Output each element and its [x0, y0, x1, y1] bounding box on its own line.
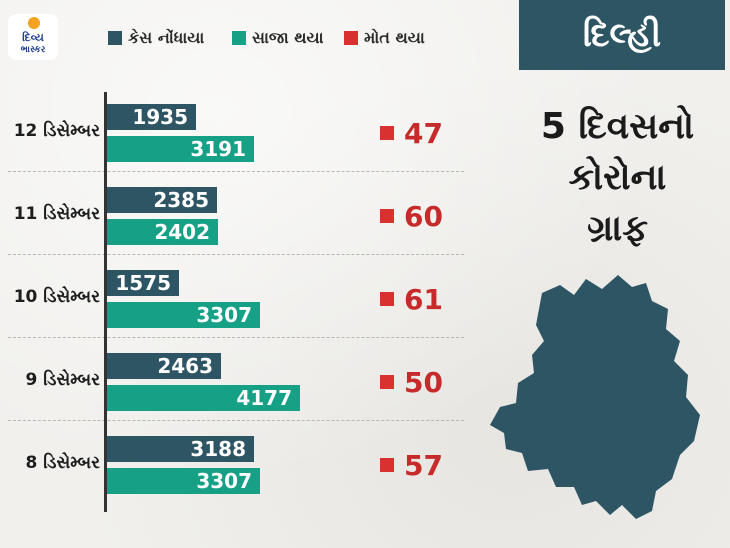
bar-value-label: 2463	[157, 354, 213, 378]
title-line-1: 5 દિવસનો	[540, 106, 695, 147]
y-axis-line	[104, 92, 107, 512]
cases-bar: 3188	[106, 436, 254, 462]
recovered-bar: 4177	[106, 385, 300, 411]
legend-item-recovered: સાજા થયા	[232, 28, 324, 48]
right-panel: દિલ્હી 5 દિવસનો કોરોના ગ્રાફ	[505, 0, 730, 548]
legend-swatch-deaths	[344, 31, 358, 45]
death-value-label: 57	[404, 448, 443, 482]
death-marker: 60	[380, 199, 443, 233]
recovered-bar: 2402	[106, 219, 218, 245]
death-marker: 57	[380, 448, 443, 482]
brand-logo: દિવ્ય ભાસ્કર	[8, 14, 58, 60]
bar-value-label: 1935	[132, 105, 188, 129]
cases-bar: 2463	[106, 353, 221, 379]
row-divider	[8, 420, 464, 421]
row-divider	[8, 337, 464, 338]
legend-swatch-cases	[108, 31, 122, 45]
death-value-label: 47	[404, 116, 443, 150]
row-divider	[8, 254, 464, 255]
death-square-icon	[380, 458, 394, 472]
legend-label-recovered: સાજા થયા	[252, 28, 324, 47]
row-divider	[8, 171, 464, 172]
bar-value-label: 3307	[196, 303, 252, 327]
logo-text-line1: દિવ્ય	[22, 31, 44, 44]
bar-value-label: 1575	[115, 271, 171, 295]
recovered-bar: 3191	[106, 136, 254, 162]
death-marker: 47	[380, 116, 443, 150]
recovered-bar: 3307	[106, 468, 260, 494]
death-square-icon	[380, 209, 394, 223]
delhi-map-icon	[490, 275, 700, 519]
death-square-icon	[380, 292, 394, 306]
death-value-label: 61	[404, 282, 443, 316]
bar-value-label: 3191	[190, 137, 246, 161]
bar-value-label: 3188	[190, 437, 246, 461]
date-label: 11 ડિસેમ્બર	[13, 204, 100, 224]
legend-label-deaths: મોત થયા	[364, 28, 425, 47]
legend-label-cases: કેસ નોંધાયા	[128, 28, 205, 47]
bar-value-label: 2385	[153, 188, 209, 212]
cases-bar: 2385	[106, 187, 217, 213]
date-label: 9 ડિસેમ્બર	[25, 370, 100, 390]
recovered-bar: 3307	[106, 302, 260, 328]
date-label: 8 ડિસેમ્બર	[25, 453, 100, 473]
death-marker: 50	[380, 365, 443, 399]
bar-value-label: 3307	[196, 469, 252, 493]
legend-swatch-recovered	[232, 31, 246, 45]
death-marker: 61	[380, 282, 443, 316]
legend-item-cases: કેસ નોંધાયા	[108, 28, 204, 48]
sun-icon	[28, 17, 40, 29]
death-square-icon	[380, 375, 394, 389]
legend-item-deaths: મોત થયા	[344, 28, 425, 48]
cases-bar: 1935	[106, 104, 196, 130]
death-value-label: 50	[404, 365, 443, 399]
city-name: દિલ્હી	[582, 15, 662, 55]
logo-text-line2: ભાસ્કર	[20, 45, 46, 55]
title-line-2: કોરોના	[568, 157, 667, 198]
date-label: 10 ડિસેમ્બર	[13, 287, 100, 307]
death-value-label: 60	[404, 199, 443, 233]
title-line-3: ગ્રાફ	[587, 208, 648, 249]
bar-value-label: 4177	[236, 386, 292, 410]
city-banner: દિલ્હી	[519, 0, 725, 70]
cases-bar: 1575	[106, 270, 179, 296]
bar-value-label: 2402	[154, 220, 210, 244]
death-square-icon	[380, 126, 394, 140]
date-label: 12 ડિસેમ્બર	[13, 121, 100, 141]
